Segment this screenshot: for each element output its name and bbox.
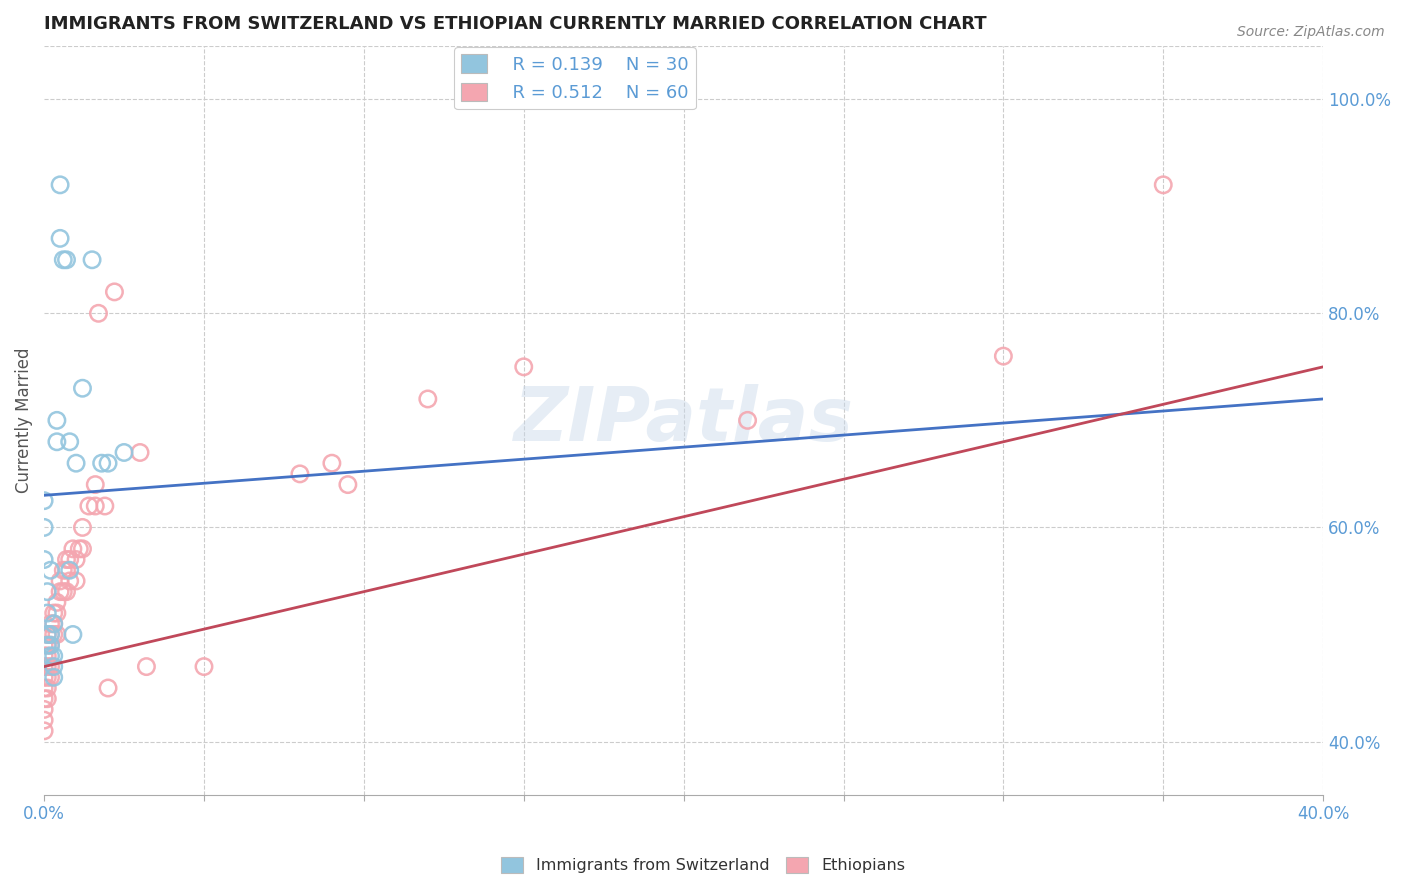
Point (32, 638, 55, 652)
Point (59, 434, 82, 449)
Point (62, 627, 84, 641)
Point (42, 670, 65, 684)
Point (39, 627, 62, 641)
Point (37, 691, 59, 706)
Point (37, 627, 59, 641)
Point (32, 702, 55, 716)
Point (55, 552, 77, 566)
Point (993, 349, 1015, 363)
Point (84, 477, 107, 491)
Text: ZIPatlas: ZIPatlas (513, 384, 853, 457)
Point (32, 493, 55, 508)
Point (32, 713, 55, 727)
Point (37, 659, 59, 673)
Point (49, 574, 72, 588)
Legend:   R = 0.139    N = 30,   R = 0.512    N = 60: R = 0.139 N = 30, R = 0.512 N = 60 (454, 47, 696, 110)
Point (55, 563, 77, 577)
Point (65, 456, 87, 470)
Point (416, 392, 439, 406)
Point (37, 648, 59, 663)
Point (193, 659, 215, 673)
Point (59, 574, 82, 588)
Point (737, 413, 759, 427)
Point (39, 638, 62, 652)
Point (32, 520, 55, 534)
Point (49, 584, 72, 599)
Point (37, 606, 59, 620)
Point (94, 499, 117, 513)
Point (87, 306, 110, 320)
Point (65, 552, 87, 566)
Point (32, 659, 55, 673)
Point (39, 638, 62, 652)
Point (42, 648, 65, 663)
Point (72, 520, 94, 534)
Point (80, 252, 103, 267)
Point (59, 552, 82, 566)
Point (336, 477, 359, 491)
Point (103, 285, 125, 299)
Point (45, 434, 67, 449)
Y-axis label: Currently Married: Currently Married (15, 348, 32, 493)
Point (52, 252, 75, 267)
Point (55, 584, 77, 599)
Point (32, 648, 55, 663)
Point (32, 670, 55, 684)
Point (32, 681, 55, 695)
Point (1152, 178, 1174, 192)
Point (52, 563, 75, 577)
Point (59, 563, 82, 577)
Point (32, 552, 55, 566)
Point (42, 616, 65, 631)
Point (39, 659, 62, 673)
Point (112, 445, 135, 459)
Point (37, 584, 59, 599)
Point (32, 691, 55, 706)
Point (97, 681, 120, 695)
Point (32, 723, 55, 738)
Point (39, 616, 62, 631)
Point (135, 659, 157, 673)
Point (288, 467, 311, 481)
Point (72, 541, 94, 556)
Point (52, 584, 75, 599)
Point (129, 445, 152, 459)
Point (49, 178, 72, 192)
Point (65, 574, 87, 588)
Point (42, 616, 65, 631)
Point (45, 627, 67, 641)
Point (55, 252, 77, 267)
Point (39, 648, 62, 663)
Point (42, 627, 65, 641)
Point (321, 456, 343, 470)
Point (77, 499, 100, 513)
Point (72, 381, 94, 395)
Point (45, 606, 67, 620)
Point (37, 681, 59, 695)
Point (42, 606, 65, 620)
Text: IMMIGRANTS FROM SWITZERLAND VS ETHIOPIAN CURRENTLY MARRIED CORRELATION CHART: IMMIGRANTS FROM SWITZERLAND VS ETHIOPIAN… (44, 15, 987, 33)
Point (37, 670, 59, 684)
Point (39, 670, 62, 684)
Point (49, 231, 72, 245)
Point (37, 627, 59, 641)
Point (62, 541, 84, 556)
Point (37, 638, 59, 652)
Point (39, 563, 62, 577)
Point (45, 413, 67, 427)
Point (84, 499, 107, 513)
Point (39, 627, 62, 641)
Point (513, 359, 536, 374)
Text: Source: ZipAtlas.com: Source: ZipAtlas.com (1237, 25, 1385, 39)
Point (67, 541, 90, 556)
Point (97, 456, 120, 470)
Point (37, 638, 59, 652)
Point (90, 456, 112, 470)
Point (45, 595, 67, 609)
Legend: Immigrants from Switzerland, Ethiopians: Immigrants from Switzerland, Ethiopians (495, 850, 911, 880)
Point (42, 659, 65, 673)
